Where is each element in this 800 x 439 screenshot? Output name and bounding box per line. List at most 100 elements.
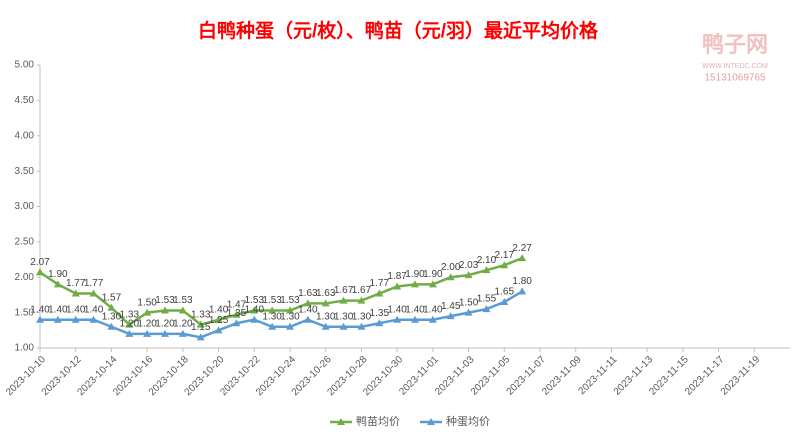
data-point: [393, 282, 402, 290]
data-label: 1.45: [441, 301, 461, 312]
data-point: [71, 315, 80, 323]
data-label: 1.20: [173, 318, 193, 329]
data-point: [411, 280, 419, 288]
data-point: [107, 303, 116, 311]
data-label: 1.53: [262, 295, 282, 306]
data-point: [161, 306, 169, 314]
data-point: [428, 315, 437, 323]
y-tick-label: 1.50: [15, 307, 35, 318]
data-label: 1.67: [352, 285, 372, 296]
data-point: [53, 315, 62, 323]
y-tick-label: 4.50: [15, 95, 35, 106]
data-label: 2.07: [30, 257, 50, 268]
data-label: 1.77: [66, 278, 86, 289]
data-point: [482, 266, 491, 274]
data-point: [178, 306, 187, 314]
data-label: 1.90: [48, 269, 68, 280]
data-label: 1.20: [137, 318, 157, 329]
data-label: 2.17: [495, 250, 515, 261]
data-point: [143, 329, 152, 337]
data-label: 2.10: [477, 255, 497, 266]
data-label: 1.55: [477, 294, 497, 305]
data-point: [286, 322, 294, 330]
data-point: [232, 319, 241, 327]
data-point: [518, 254, 527, 262]
data-point: [357, 322, 366, 330]
data-label: 2.03: [459, 260, 479, 271]
data-label: 1.33: [191, 309, 211, 320]
y-tick-label: 5.00: [15, 60, 35, 71]
data-point: [232, 310, 241, 318]
y-tick-label: 2.00: [15, 272, 35, 283]
data-label: 1.50: [459, 297, 479, 308]
data-point: [250, 315, 259, 323]
data-label: 1.40: [387, 304, 407, 315]
data-label: 1.20: [120, 318, 140, 329]
data-point: [482, 305, 491, 313]
data-label: 1.40: [405, 304, 425, 315]
data-point: [518, 287, 527, 295]
y-tick-label: 2.50: [15, 237, 35, 248]
watermark-name: 鸭子网: [702, 32, 768, 57]
data-point: [125, 329, 134, 337]
data-point: [125, 320, 134, 328]
data-label: 1.30: [262, 311, 282, 322]
data-label: 1.50: [137, 297, 157, 308]
data-point: [250, 306, 259, 314]
data-point: [446, 273, 455, 281]
data-label: 1.30: [280, 311, 300, 322]
data-label: 1.40: [423, 304, 443, 315]
data-point: [214, 315, 223, 323]
data-label: 1.40: [30, 304, 50, 315]
data-label: 1.40: [66, 304, 86, 315]
y-tick-label: 3.50: [15, 166, 35, 177]
data-label: 1.20: [155, 318, 175, 329]
data-label: 1.40: [84, 304, 104, 315]
data-label: 2.27: [512, 243, 532, 254]
data-point: [268, 306, 277, 314]
y-tick-label: 3.00: [15, 201, 35, 212]
data-label: 1.47: [227, 299, 247, 310]
data-label: 1.30: [334, 311, 354, 322]
data-point: [303, 315, 312, 323]
data-point: [375, 289, 384, 297]
data-label: 1.30: [316, 311, 336, 322]
data-label: 1.65: [495, 287, 515, 298]
data-point: [196, 333, 205, 341]
data-label: 1.80: [512, 276, 532, 287]
data-point: [268, 322, 277, 330]
data-label: 1.30: [102, 311, 122, 322]
data-point: [53, 280, 62, 288]
data-point: [214, 326, 223, 334]
data-point: [321, 322, 330, 330]
data-point: [500, 298, 509, 306]
data-point: [89, 315, 98, 323]
data-label: 1.53: [173, 295, 193, 306]
data-point: [428, 280, 437, 288]
data-label: 1.40: [48, 304, 68, 315]
y-tick-label: 1.00: [15, 343, 35, 354]
data-point: [464, 271, 473, 279]
watermark-site: WWW.INTEDC.COM: [702, 63, 768, 70]
data-point: [71, 289, 80, 297]
data-label: 1.90: [423, 269, 443, 280]
data-point: [36, 315, 44, 323]
data-point: [393, 315, 402, 323]
data-point: [107, 322, 116, 330]
data-point: [464, 308, 473, 316]
data-point: [339, 296, 348, 304]
data-label: 1.35: [227, 308, 247, 319]
data-label: 1.63: [298, 288, 318, 299]
data-label: 1.25: [209, 315, 229, 326]
data-point: [303, 299, 312, 307]
data-label: 1.33: [120, 309, 140, 320]
data-label: 2.00: [441, 262, 461, 273]
data-label: 1.15: [191, 322, 211, 333]
data-label: 1.67: [334, 285, 354, 296]
data-point: [411, 315, 419, 323]
legend-marker: [427, 418, 435, 425]
data-point: [446, 312, 455, 320]
data-label: 1.40: [245, 304, 265, 315]
data-label: 1.53: [245, 295, 265, 306]
